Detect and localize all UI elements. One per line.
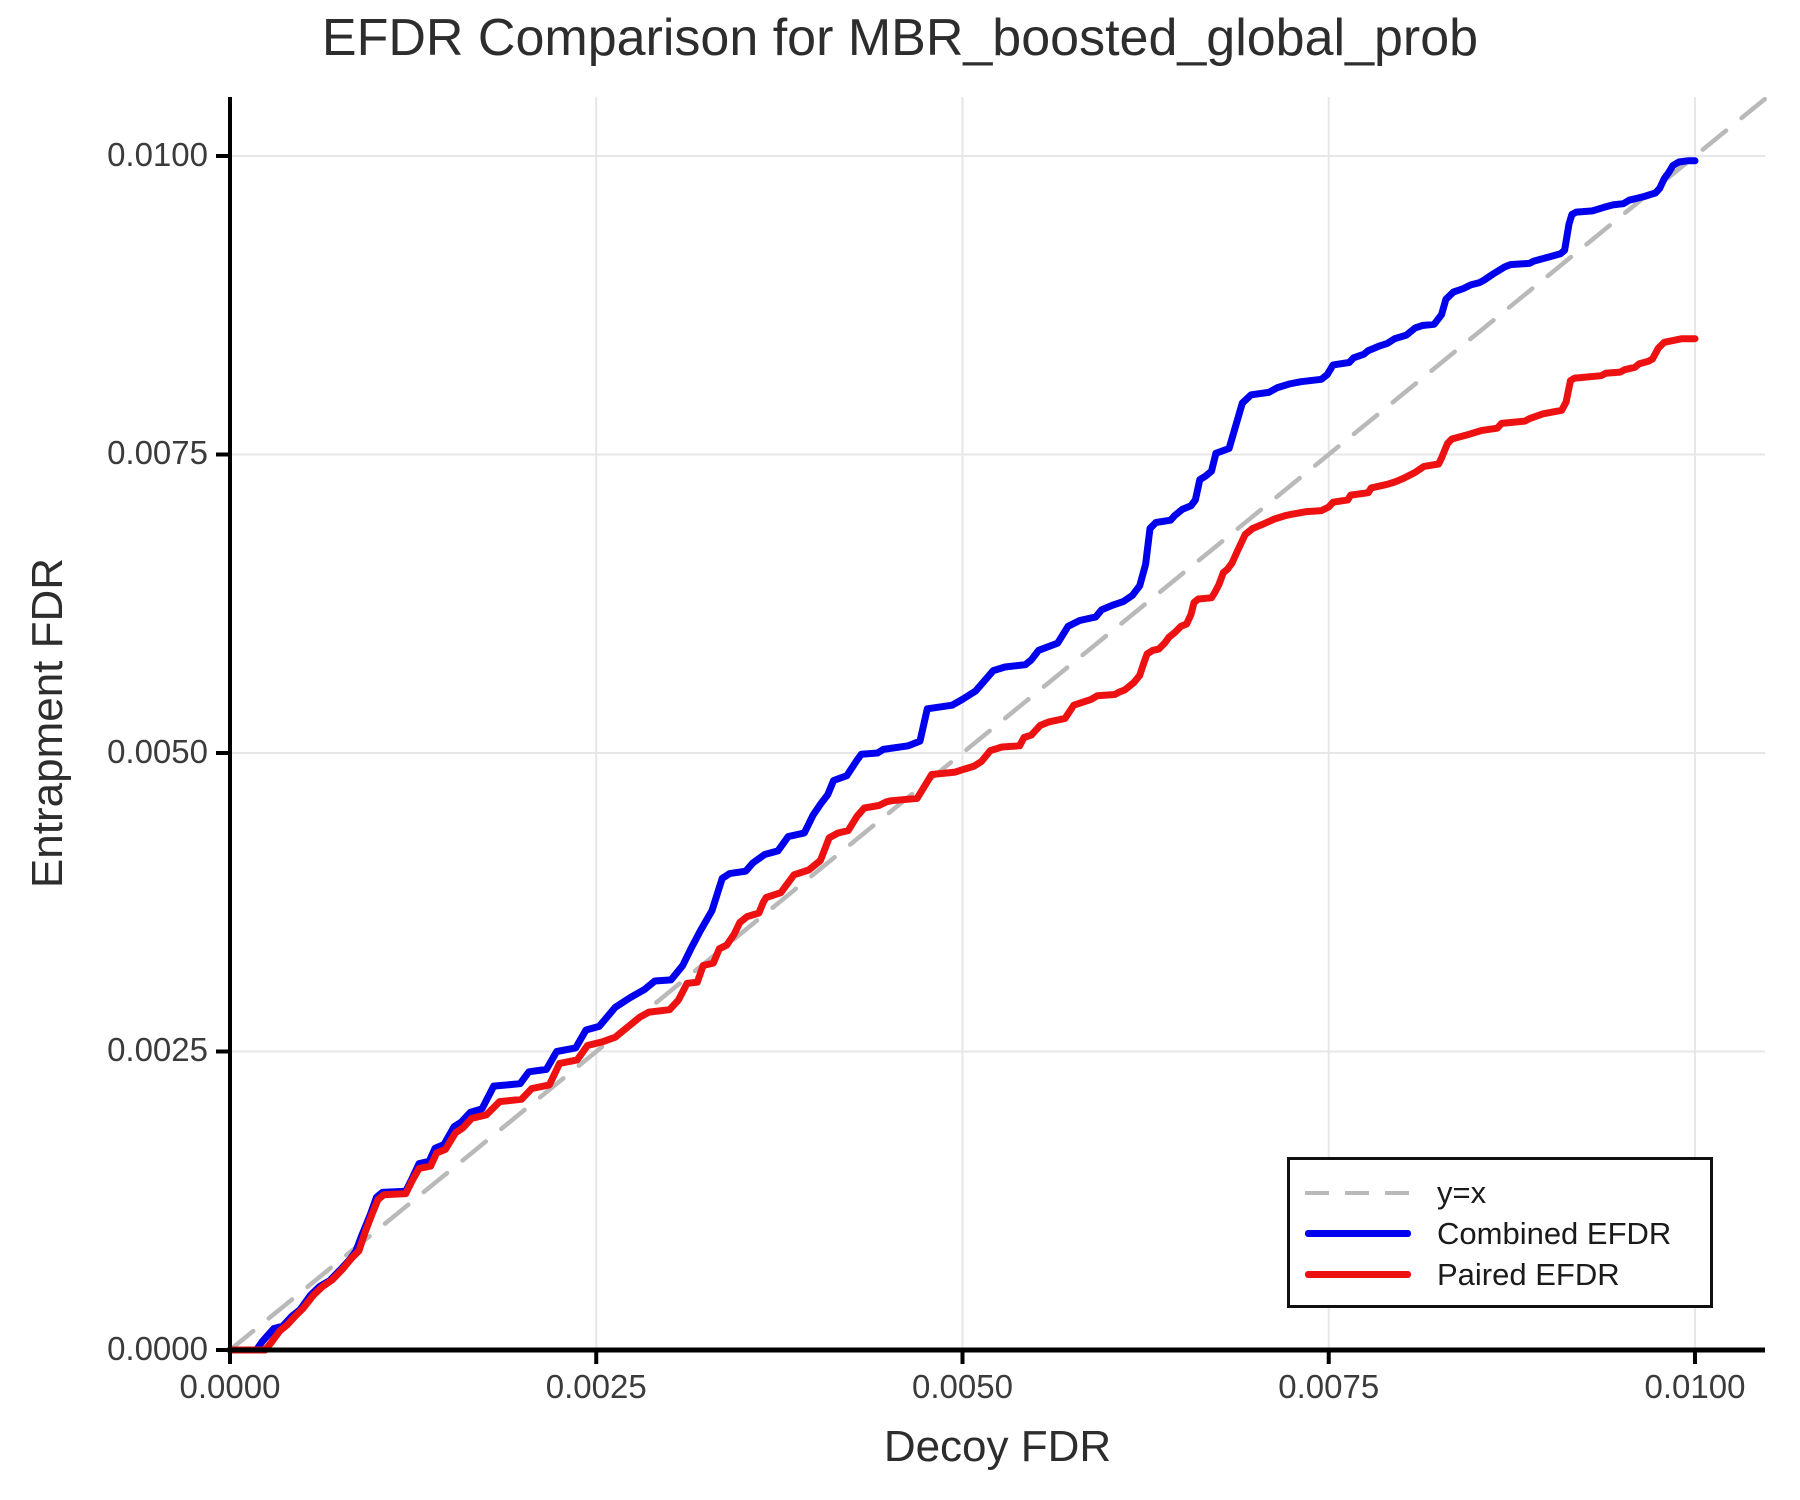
y-tick-label-1: 0.0025 bbox=[107, 1031, 208, 1069]
series-line-combined-efdr bbox=[226, 157, 1699, 1354]
x-tick-label-0: 0.0000 bbox=[179, 1368, 281, 1405]
x-tick-label-3: 0.0075 bbox=[1278, 1368, 1380, 1405]
y-tick-label-3: 0.0075 bbox=[107, 434, 208, 472]
y-tick-label-0: 0.0000 bbox=[107, 1330, 208, 1367]
x-tick-label-2: 0.0050 bbox=[912, 1368, 1013, 1405]
legend-row-y-x: y=x bbox=[1290, 1172, 1710, 1213]
y-tick-label-2: 0.0050 bbox=[107, 732, 208, 770]
legend-row-paired-efdr: Paired EFDR bbox=[1290, 1254, 1710, 1295]
series-line-paired-efdr bbox=[226, 335, 1699, 1354]
x-tick-label-1: 0.0025 bbox=[545, 1368, 647, 1405]
legend-sample-y-x bbox=[1305, 1190, 1411, 1195]
legend-row-combined-efdr: Combined EFDR bbox=[1290, 1213, 1710, 1254]
x-tick-label-4: 0.0100 bbox=[1644, 1368, 1746, 1405]
chart-title: EFDR Comparison for MBR_boosted_global_p… bbox=[321, 9, 1479, 67]
legend-label-combined-efdr: Combined EFDR bbox=[1437, 1215, 1672, 1251]
x-axis-label: Decoy FDR bbox=[883, 1422, 1112, 1471]
legend-box: y=x Combined EFDR Paired EFDR bbox=[1287, 1157, 1713, 1308]
y-tick-label-4: 0.0100 bbox=[107, 135, 208, 173]
legend-label-y-x: y=x bbox=[1437, 1174, 1487, 1210]
legend-sample-combined-efdr bbox=[1305, 1230, 1411, 1237]
legend-label-paired-efdr: Paired EFDR bbox=[1437, 1256, 1620, 1292]
y-axis-label: Entrapment FDR bbox=[23, 557, 72, 889]
legend-sample-paired-efdr bbox=[1305, 1271, 1411, 1278]
series-line-y-x bbox=[227, 96, 1768, 1353]
